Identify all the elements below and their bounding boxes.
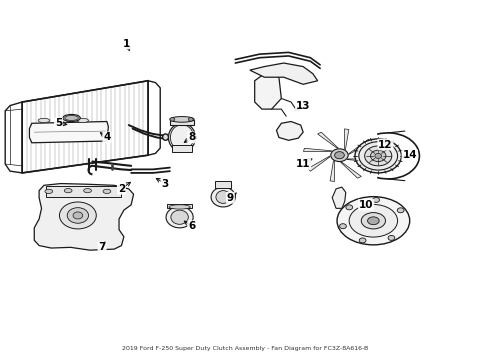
Ellipse shape	[355, 139, 401, 173]
Ellipse shape	[169, 123, 196, 152]
Ellipse shape	[340, 224, 346, 229]
Ellipse shape	[84, 189, 92, 193]
Ellipse shape	[188, 118, 193, 121]
Polygon shape	[255, 74, 281, 109]
Ellipse shape	[169, 205, 190, 209]
Polygon shape	[349, 139, 371, 154]
Polygon shape	[344, 129, 349, 150]
Ellipse shape	[166, 207, 193, 228]
Text: 10: 10	[359, 200, 373, 210]
Text: 2: 2	[118, 184, 125, 194]
Bar	[168, 204, 192, 208]
Text: 1: 1	[122, 39, 130, 49]
Polygon shape	[34, 184, 134, 250]
Ellipse shape	[373, 197, 380, 202]
Text: 9: 9	[227, 193, 234, 203]
Text: 3: 3	[161, 179, 169, 189]
Ellipse shape	[170, 117, 194, 122]
Text: 4: 4	[103, 132, 111, 143]
Polygon shape	[341, 162, 361, 178]
Text: 8: 8	[188, 132, 196, 143]
Bar	[215, 181, 231, 188]
Ellipse shape	[375, 153, 382, 158]
Ellipse shape	[365, 146, 392, 166]
Text: 13: 13	[296, 100, 310, 111]
Ellipse shape	[211, 187, 235, 207]
Ellipse shape	[63, 114, 80, 122]
Ellipse shape	[359, 238, 366, 243]
Ellipse shape	[349, 204, 397, 237]
Ellipse shape	[163, 134, 169, 140]
Ellipse shape	[64, 189, 72, 193]
Ellipse shape	[59, 202, 96, 229]
Bar	[47, 186, 122, 197]
Ellipse shape	[65, 116, 78, 121]
Text: 2019 Ford F-250 Super Duty Clutch Assembly - Fan Diagram for FC3Z-8A616-B: 2019 Ford F-250 Super Duty Clutch Assemb…	[122, 346, 368, 351]
Ellipse shape	[346, 205, 353, 210]
Ellipse shape	[370, 150, 386, 162]
Ellipse shape	[388, 235, 395, 240]
Ellipse shape	[359, 142, 397, 170]
Ellipse shape	[397, 208, 404, 213]
Ellipse shape	[73, 212, 83, 219]
Ellipse shape	[57, 118, 69, 123]
Text: 12: 12	[378, 140, 393, 149]
Polygon shape	[330, 161, 334, 181]
Polygon shape	[332, 187, 346, 208]
Text: 5: 5	[55, 118, 62, 128]
Ellipse shape	[216, 191, 230, 203]
Ellipse shape	[171, 210, 188, 224]
Ellipse shape	[67, 208, 89, 223]
Ellipse shape	[331, 149, 348, 162]
Bar	[172, 145, 192, 152]
Ellipse shape	[335, 152, 344, 159]
Polygon shape	[276, 122, 303, 140]
Ellipse shape	[77, 118, 89, 123]
Polygon shape	[29, 122, 108, 143]
Ellipse shape	[38, 118, 50, 123]
Text: 14: 14	[402, 150, 417, 160]
Polygon shape	[318, 132, 338, 148]
Ellipse shape	[103, 189, 111, 193]
Bar	[170, 120, 194, 125]
Ellipse shape	[170, 118, 175, 121]
Ellipse shape	[361, 213, 386, 229]
Text: 6: 6	[188, 221, 196, 231]
Polygon shape	[308, 156, 330, 171]
Text: 11: 11	[296, 159, 310, 169]
Polygon shape	[347, 159, 375, 162]
Ellipse shape	[368, 217, 379, 225]
Text: 7: 7	[98, 242, 106, 252]
Ellipse shape	[45, 189, 53, 193]
Polygon shape	[250, 63, 318, 84]
Ellipse shape	[337, 197, 410, 245]
Polygon shape	[303, 148, 332, 152]
Polygon shape	[22, 81, 148, 173]
